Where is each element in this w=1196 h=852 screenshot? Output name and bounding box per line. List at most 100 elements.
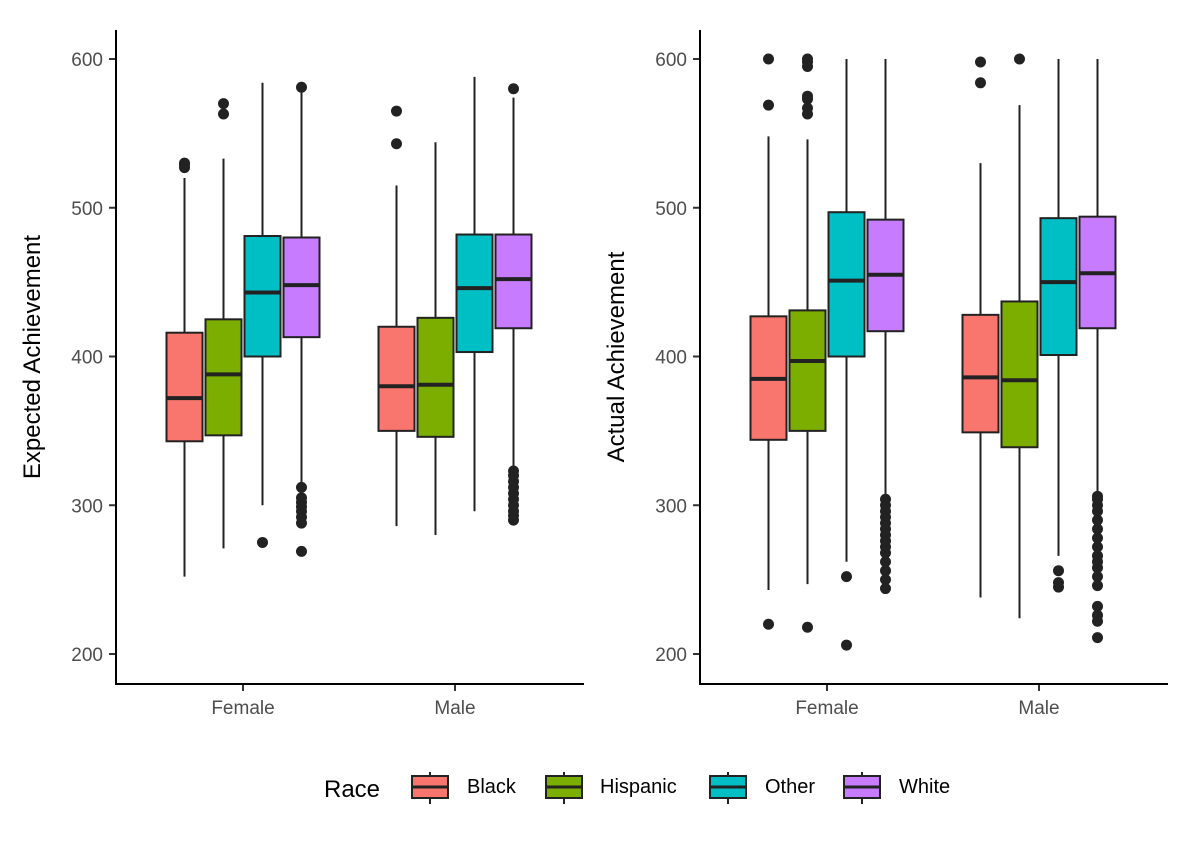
box-white-male	[1078, 59, 1117, 644]
box-iqr	[416, 316, 455, 438]
x-tick-label: Female	[211, 698, 274, 719]
box-other-male	[1039, 59, 1078, 593]
outlier-point	[975, 77, 986, 89]
box-iqr	[165, 331, 204, 443]
box-white-female	[866, 59, 905, 595]
outlier-point	[1014, 53, 1025, 65]
outlier-point	[880, 583, 891, 595]
outlier-point	[880, 493, 891, 505]
outlier-point	[1053, 565, 1064, 577]
outlier-point	[508, 465, 519, 477]
box-other-female	[827, 59, 866, 651]
y-tick-label: 600	[71, 50, 103, 71]
legend-label: Black	[467, 776, 517, 798]
outlier-point	[296, 492, 307, 504]
y-tick-label: 300	[71, 496, 103, 517]
box-iqr	[961, 313, 1000, 434]
x-tick-label: Male	[434, 698, 475, 719]
box-hispanic-male	[1000, 53, 1039, 619]
box-hispanic-male	[416, 142, 455, 535]
x-tick-label: Male	[1018, 698, 1059, 719]
box-iqr	[1039, 217, 1078, 357]
outlier-point	[802, 102, 813, 114]
outlier-point	[296, 81, 307, 93]
outlier-point	[880, 574, 891, 586]
outlier-point	[880, 565, 891, 577]
box-other-female	[243, 82, 282, 548]
outlier-point	[880, 556, 891, 568]
outlier-point	[508, 83, 519, 95]
legend-title: Race	[324, 776, 380, 803]
outlier-point	[975, 56, 986, 68]
outlier-point	[763, 99, 774, 111]
x-tick-label: Female	[795, 698, 858, 719]
box-black-female	[165, 157, 204, 577]
legend-label: White	[899, 776, 950, 798]
y-tick-label: 400	[655, 348, 687, 369]
outlier-point	[218, 108, 229, 120]
legend-item-black: Black	[411, 772, 517, 804]
legend: Race Black Hispanic Other White	[324, 772, 950, 804]
outlier-point	[802, 90, 813, 102]
box-black-female	[749, 53, 788, 630]
outlier-point	[257, 536, 268, 548]
outlier-point	[1092, 571, 1103, 583]
box-white-female	[282, 81, 321, 557]
panel-2: 200 300 400 500 600 Female Male Actual Achievem…	[603, 30, 1168, 719]
outlier-point	[1053, 577, 1064, 589]
box-iqr	[788, 309, 827, 432]
outlier-point	[1092, 609, 1103, 621]
y-axis-title: Actual Achievement	[603, 251, 630, 462]
outlier-point	[1092, 632, 1103, 644]
legend-label: Other	[765, 776, 815, 798]
box-white-male	[494, 83, 533, 526]
box-iqr	[1000, 300, 1039, 449]
y-tick-label: 300	[655, 496, 687, 517]
y-tick-label: 200	[655, 645, 687, 666]
outlier-point	[296, 545, 307, 557]
legend-label: Hispanic	[600, 776, 677, 798]
outlier-point	[391, 105, 402, 117]
box-iqr	[455, 233, 494, 354]
outlier-point	[1092, 541, 1103, 553]
outlier-point	[218, 98, 229, 110]
outlier-point	[763, 53, 774, 65]
box-black-male	[377, 105, 416, 527]
y-tick-label: 600	[655, 50, 687, 71]
y-tick-label: 400	[71, 348, 103, 369]
outlier-point	[1092, 550, 1103, 562]
box-black-male	[961, 56, 1000, 598]
y-tick-label: 500	[655, 199, 687, 220]
box-iqr	[827, 211, 866, 358]
panel-1: 200 300 400 500 600 Female Male Expected Achiev…	[19, 30, 584, 719]
legend-item-white: White	[843, 772, 950, 804]
outlier-point	[1092, 532, 1103, 544]
y-tick-label: 500	[71, 199, 103, 220]
outlier-point	[1092, 514, 1103, 526]
box-other-male	[455, 76, 494, 512]
outlier-point	[1092, 490, 1103, 502]
outlier-point	[179, 157, 190, 169]
box-hispanic-female	[204, 98, 243, 549]
outlier-point	[1092, 523, 1103, 535]
outlier-point	[1092, 600, 1103, 612]
outlier-point	[802, 53, 813, 65]
box-iqr	[282, 236, 321, 339]
outlier-point	[1092, 580, 1103, 592]
legend-item-hispanic: Hispanic	[545, 772, 677, 804]
legend-item-other: Other	[709, 772, 815, 804]
y-tick-label: 200	[71, 645, 103, 666]
outlier-point	[802, 621, 813, 633]
box-hispanic-female	[788, 53, 827, 633]
outlier-point	[763, 618, 774, 630]
box-iqr	[204, 318, 243, 437]
y-axis-title: Expected Achievement	[19, 235, 46, 479]
outlier-point	[296, 481, 307, 493]
outlier-point	[391, 138, 402, 150]
box-iqr	[377, 325, 416, 432]
outlier-point	[841, 571, 852, 583]
box-iqr	[243, 235, 282, 358]
box-iqr	[494, 233, 533, 330]
outlier-point	[841, 639, 852, 651]
